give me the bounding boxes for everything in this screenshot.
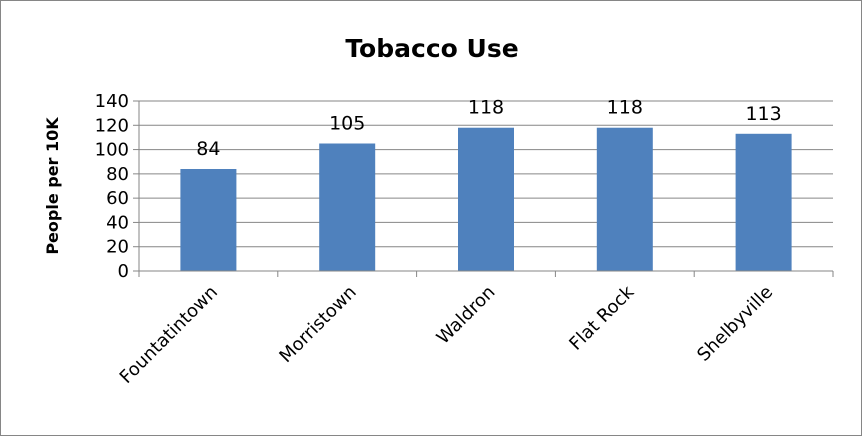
category-label: Waldron bbox=[433, 282, 500, 349]
axes bbox=[133, 100, 834, 277]
y-tick-label: 0 bbox=[118, 261, 129, 282]
data-label: 118 bbox=[607, 97, 643, 119]
category-label: Morristown bbox=[275, 282, 360, 367]
y-axis-title: People per 10K bbox=[43, 117, 62, 255]
category-label: Flat Rock bbox=[565, 281, 638, 354]
data-label: 84 bbox=[196, 138, 220, 160]
bar bbox=[596, 127, 653, 271]
data-label: 113 bbox=[745, 103, 781, 125]
bar bbox=[735, 133, 792, 271]
data-label: 105 bbox=[329, 113, 365, 135]
data-label: 118 bbox=[468, 97, 504, 119]
y-tick-label: 20 bbox=[106, 237, 129, 258]
bar bbox=[180, 169, 237, 271]
chart-title: Tobacco Use bbox=[345, 34, 518, 63]
category-label: Shelbyville bbox=[693, 282, 777, 366]
bar bbox=[458, 127, 514, 271]
bar bbox=[319, 143, 376, 271]
y-tick-label: 120 bbox=[95, 115, 129, 136]
y-tick-label: 100 bbox=[95, 140, 129, 161]
bars bbox=[180, 127, 792, 271]
y-tick-label: 40 bbox=[106, 212, 129, 233]
y-tick-label: 140 bbox=[95, 91, 129, 112]
category-label: Fountatintown bbox=[116, 282, 222, 388]
y-tick-label: 60 bbox=[106, 188, 129, 209]
y-tick-label: 80 bbox=[106, 164, 129, 185]
